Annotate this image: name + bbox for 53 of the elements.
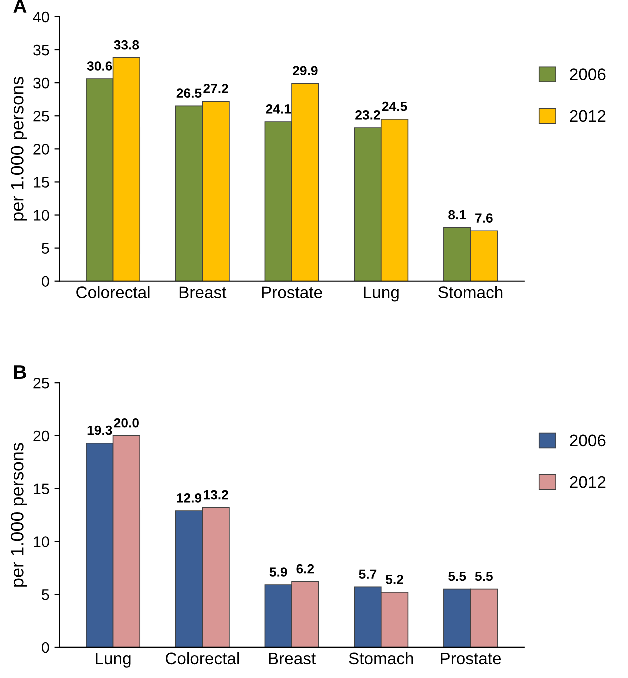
- x-tick-label: Stomach: [438, 286, 503, 298]
- y-tick-label: 5: [42, 590, 50, 600]
- data-label: 26.5: [176, 88, 202, 98]
- y-tick-label: 20: [34, 144, 50, 155]
- data-label: 23.2: [356, 110, 380, 120]
- legend-label: 2012: [570, 110, 606, 122]
- data-label: 24.1: [266, 104, 292, 114]
- y-tick-label: 10: [34, 536, 50, 548]
- y-axis-title: per 1.000 persons: [11, 77, 28, 221]
- y-tick-label: 20: [34, 430, 50, 442]
- data-label: 13.2: [204, 490, 228, 500]
- data-label: 19.3: [88, 426, 112, 436]
- y-tick-label: 30: [34, 78, 50, 89]
- x-tick-label: Stomach: [349, 652, 414, 665]
- x-tick-label: Breast: [269, 652, 316, 665]
- y-tick-label: 25: [34, 378, 50, 389]
- data-label: 5.7: [359, 570, 377, 580]
- y-tick-label: 15: [34, 177, 50, 188]
- y-tick-label: 35: [34, 44, 50, 56]
- chart-title: A: [14, 0, 27, 13]
- data-label: 8.1: [448, 210, 466, 220]
- data-label: 24.5: [382, 102, 408, 112]
- legend-label: 2006: [570, 68, 606, 80]
- y-tick-label: 0: [42, 642, 50, 654]
- chart-title: B: [14, 366, 26, 380]
- data-label: 5.2: [386, 574, 404, 584]
- y-axis-title: per 1.000 persons: [11, 443, 28, 587]
- data-label: 5.5: [448, 572, 466, 582]
- y-tick-label: 40: [33, 12, 50, 23]
- data-label: 29.9: [293, 66, 318, 76]
- legend-label: 2012: [570, 476, 606, 488]
- legend-label: 2006: [570, 434, 606, 447]
- y-tick-label: 25: [34, 110, 50, 122]
- y-tick-label: 10: [34, 210, 50, 221]
- data-label: 12.9: [177, 494, 202, 503]
- y-tick-label: 0: [42, 276, 50, 288]
- y-tick-label: 15: [34, 484, 50, 495]
- data-label: 6.2: [296, 564, 314, 574]
- data-label: 7.6: [476, 214, 493, 223]
- x-tick-label: Breast: [180, 286, 227, 298]
- x-tick-label: Prostate: [262, 286, 322, 298]
- x-tick-label: Prostate: [441, 652, 502, 665]
- y-tick-label: 5: [42, 243, 50, 254]
- data-label: 20.0: [114, 418, 139, 428]
- x-tick-label: Colorectal: [76, 286, 150, 298]
- x-tick-label: Colorectal: [166, 652, 240, 665]
- data-label: 27.2: [204, 84, 228, 94]
- x-tick-label: Lung: [96, 652, 131, 668]
- x-tick-label: Lung: [364, 286, 399, 302]
- data-label: 33.8: [114, 40, 140, 50]
- data-label: 5.5: [475, 572, 493, 582]
- data-label: 5.9: [270, 568, 288, 577]
- data-label: 30.6: [87, 62, 112, 71]
